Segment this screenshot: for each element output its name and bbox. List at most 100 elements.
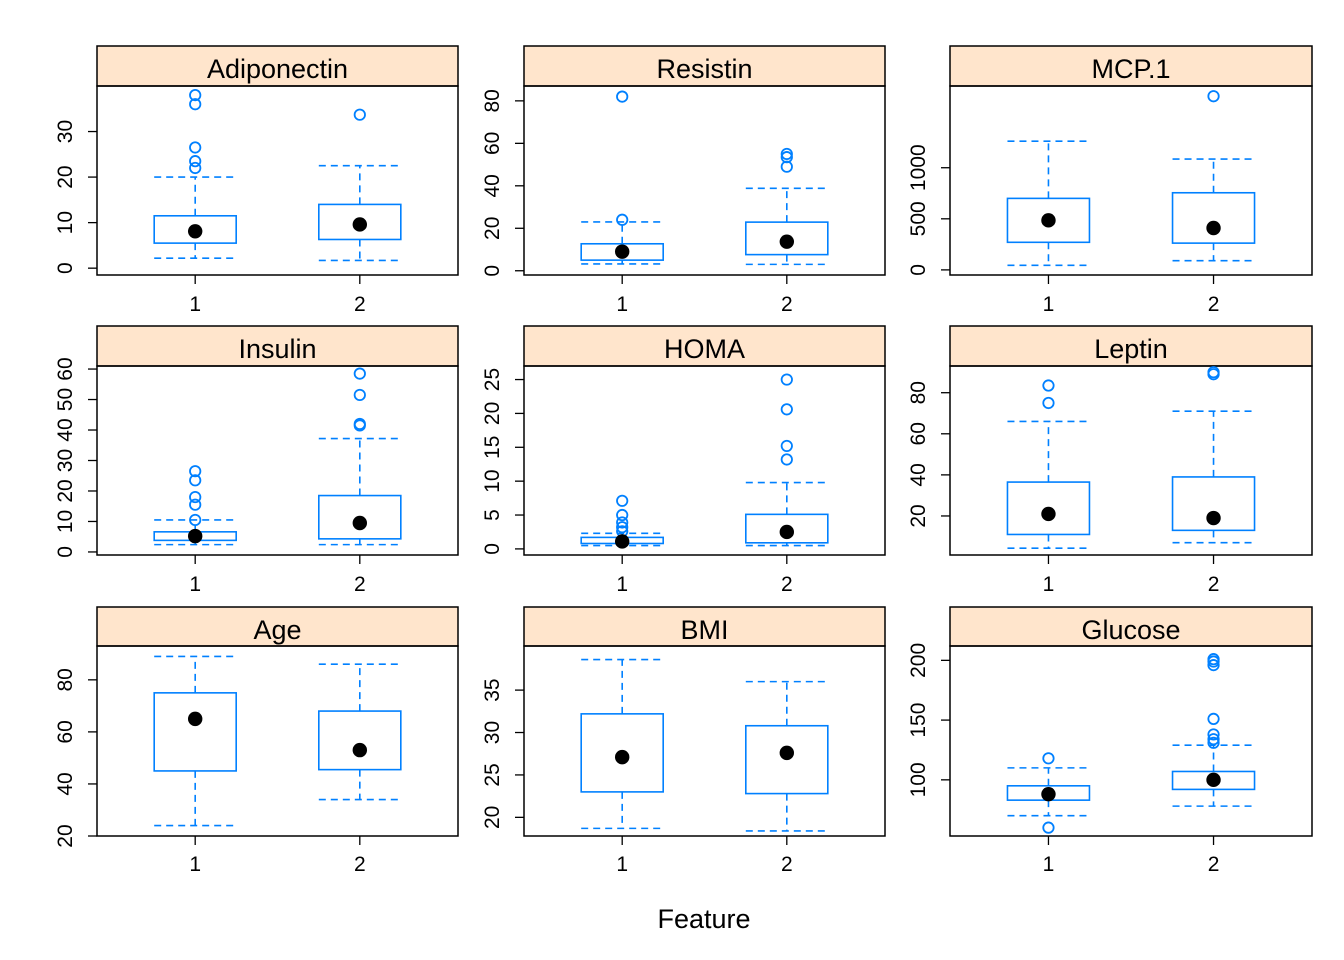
- outlier-point: [1207, 728, 1220, 741]
- panel-glucose: Glucose 100 150 200 1 2: [907, 606, 1313, 876]
- panel-frame: [523, 645, 886, 837]
- outlier-point: [189, 513, 202, 527]
- strip-background: [96, 325, 459, 367]
- y-tick-label: 20: [481, 402, 504, 425]
- outlier-point: [189, 498, 202, 511]
- box-group-2: [745, 680, 829, 832]
- outlier-point: [1207, 712, 1220, 725]
- x-tick-label: 2: [354, 293, 366, 316]
- outlier-point: [1207, 733, 1220, 746]
- y-tick-label: 20: [54, 165, 77, 188]
- outlier-point: [780, 403, 793, 416]
- outlier-point: [189, 155, 202, 168]
- box-group-2: [318, 108, 402, 262]
- y-tick-label: 20: [481, 806, 504, 829]
- strip-background: [949, 325, 1313, 367]
- strip-title: BMI: [680, 615, 728, 645]
- outlier-point: [189, 161, 202, 175]
- outlier-point: [1207, 90, 1220, 103]
- box-iqr: [745, 724, 829, 795]
- outlier-point: [780, 147, 793, 161]
- box-group-2: [1171, 90, 1256, 262]
- outlier-point: [353, 367, 366, 380]
- x-tick-label: 1: [189, 853, 201, 876]
- y-tick-label: 150: [907, 703, 930, 738]
- y-tick-label: 40: [54, 418, 77, 441]
- box-iqr: [745, 221, 829, 256]
- x-tick-label: 2: [781, 573, 793, 596]
- strip-title: Resistin: [656, 54, 752, 84]
- outlier-point: [616, 521, 629, 534]
- y-tick-label: 60: [907, 422, 930, 445]
- x-tick-label: 2: [1208, 573, 1220, 596]
- panel-resistin: Resistin 0 20 40 60 80 1 2: [481, 45, 886, 316]
- outlier-point: [1207, 659, 1220, 672]
- median-dot: [1041, 213, 1056, 228]
- strip-title: Insulin: [238, 334, 316, 364]
- outlier-point: [1207, 736, 1220, 749]
- panel-homa: HOMA 0 5 10 15 20 25 1 2: [481, 325, 886, 596]
- median-dot: [614, 534, 630, 549]
- outlier-point: [353, 108, 366, 121]
- strip-background: [523, 606, 886, 647]
- outlier-point: [780, 373, 793, 386]
- panel-adiponectin: Adiponectin 0 10 20 30 1 2: [54, 45, 459, 316]
- box-group-1: [1006, 140, 1091, 267]
- x-tick-label: 2: [354, 853, 366, 876]
- box-iqr: [1006, 481, 1091, 536]
- median-dot: [779, 234, 795, 249]
- strip-background: [523, 45, 886, 87]
- x-tick-label: 1: [1043, 293, 1055, 316]
- panel-insulin: Insulin 0 10 20 30 40 50 60 1 2: [54, 325, 459, 596]
- box-group-1: [1006, 752, 1091, 834]
- box-iqr: [1006, 197, 1091, 244]
- y-tick-label: 40: [907, 463, 930, 486]
- outlier-point: [616, 494, 629, 507]
- median-dot: [1041, 786, 1056, 802]
- outlier-point: [189, 98, 202, 111]
- panel-leptin: Leptin 20 40 60 80 1 2: [907, 325, 1313, 596]
- median-dot: [779, 745, 795, 761]
- y-tick-label: 40: [54, 772, 77, 795]
- box-group-1: [580, 494, 664, 549]
- median-dot: [1206, 220, 1221, 236]
- outlier-point: [189, 474, 202, 487]
- box-group-2: [1171, 366, 1256, 544]
- outlier-point: [353, 417, 366, 431]
- box-iqr: [318, 203, 402, 241]
- strip-title: Adiponectin: [207, 54, 348, 84]
- y-tick-label: 35: [481, 678, 504, 701]
- strip-title: MCP.1: [1091, 54, 1170, 84]
- x-tick-label: 1: [616, 573, 628, 596]
- y-tick-label: 30: [54, 449, 77, 472]
- median-dot: [187, 224, 203, 239]
- median-dot: [187, 528, 203, 544]
- outlier-point: [616, 213, 629, 226]
- median-dot: [614, 749, 630, 765]
- y-tick-label: 0: [54, 546, 77, 558]
- strip-title: Leptin: [1094, 334, 1168, 364]
- box-group-2: [745, 147, 829, 266]
- box-group-2: [318, 367, 402, 546]
- y-tick-label: 80: [907, 381, 930, 404]
- box-group-2: [745, 373, 829, 547]
- median-dot: [1206, 510, 1221, 526]
- median-dot: [352, 217, 368, 232]
- y-tick-label: 80: [54, 668, 77, 691]
- panel-age: Age 20 40 60 80 1 2: [54, 606, 459, 876]
- panel-frame: [523, 365, 886, 556]
- panel-frame: [949, 645, 1313, 837]
- median-dot: [187, 711, 203, 727]
- strip-background: [96, 45, 459, 87]
- outlier-point: [616, 90, 629, 103]
- outlier-point: [189, 490, 202, 504]
- y-tick-label: 20: [481, 217, 504, 240]
- strip-title: Glucose: [1081, 615, 1180, 645]
- box-iqr: [153, 692, 237, 772]
- y-tick-label: 0: [54, 262, 77, 274]
- box-group-1: [153, 465, 237, 546]
- y-tick-label: 60: [481, 132, 504, 155]
- box-iqr: [153, 214, 237, 244]
- box-group-1: [580, 90, 664, 265]
